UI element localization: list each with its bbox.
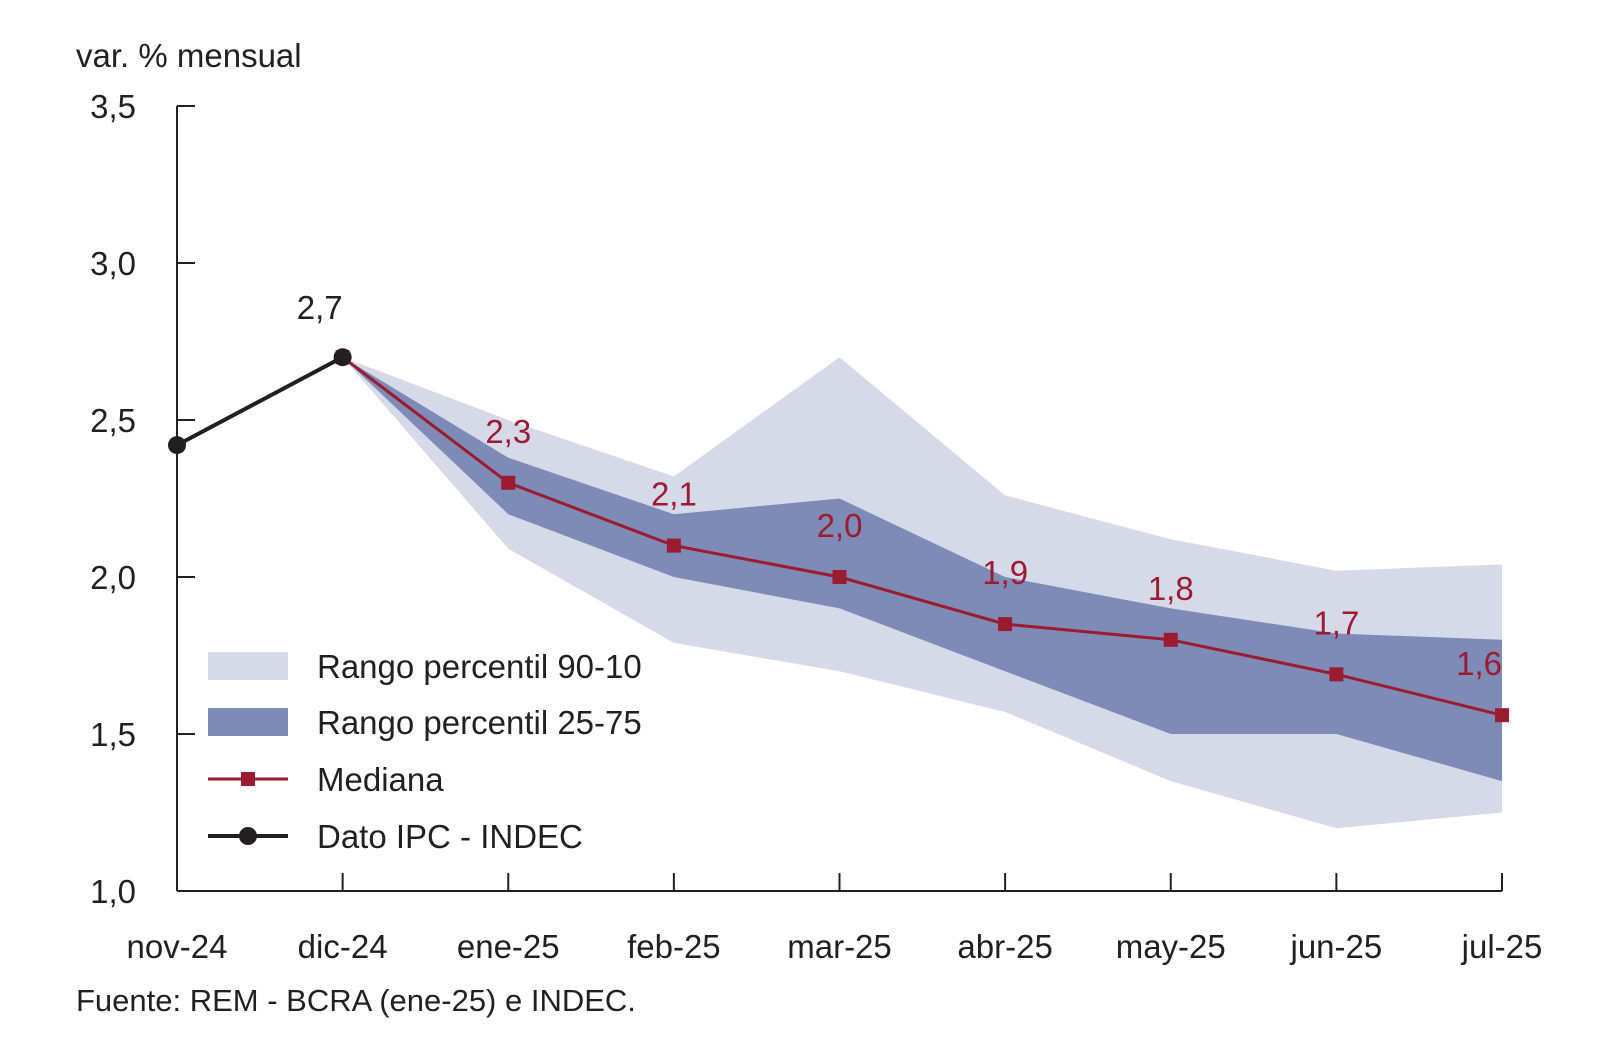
legend-swatch-rango-percentil-25-75 [208,708,288,736]
marker-mediana [998,617,1013,632]
axes: 1,0 1,5 2,0 2,5 3,0 3,5 nov-24 dic-24 ene-25 feb-… [90,88,1542,965]
marker-mediana [832,570,847,584]
data-label-mediana: 1,6 [1456,645,1502,682]
data-label-dato-ipc-indec: 2,7 [297,289,343,326]
legend: Rango percentil 90-10 Rango percentil 25-… [208,648,642,855]
y-tick-label: 1,0 [90,873,136,910]
range-bands [342,357,1503,829]
x-tick-label: may-25 [1116,928,1226,965]
y-tick-label: 2,5 [90,402,136,439]
legend-label-rango-percentil-90-10: Rango percentil 90-10 [317,648,642,685]
y-tick-label: 3,5 [90,88,136,125]
marker-mediana [1329,667,1344,682]
source-note: Fuente: REM - BCRA (ene-25) e INDEC. [76,983,636,1018]
y-tick-label: 3,0 [90,245,136,282]
line-dato-ipc-indec [176,355,344,447]
series-lines [168,348,1509,723]
legend-marker-dato-ipc-indec [239,827,257,845]
legend-marker-mediana [241,772,255,786]
marker-dato-ipc-indec [168,436,186,455]
legend-label-dato-ipc-indec: Dato IPC - INDEC [317,818,583,855]
x-tick-label: mar-25 [787,928,892,965]
data-labels: 2,3 2,1 2,0 1,9 1,8 1,7 1,6 2,7 [297,289,1502,682]
marker-dato-ipc-indec [333,348,352,367]
x-tick-label: ene-25 [457,928,560,965]
data-label-mediana: 1,9 [982,554,1028,591]
legend-swatch-rango-percentil-90-10 [208,652,288,680]
marker-mediana [1495,708,1509,723]
data-label-mediana: 1,7 [1313,604,1359,641]
y-tick-label: 2,0 [90,559,136,596]
x-tick-label: jul-25 [1461,928,1543,965]
x-tick-label: nov-24 [127,928,228,965]
legend-label-rango-percentil-25-75: Rango percentil 25-75 [317,704,642,741]
y-axis-unit-label: var. % mensual [76,37,302,74]
x-tick-label: abr-25 [957,928,1052,965]
data-label-mediana: 2,1 [651,476,697,513]
x-tick-label: jun-25 [1290,928,1383,965]
band-rango-percentil-25-75 [342,357,1503,782]
marker-mediana [666,538,681,553]
data-label-mediana: 2,3 [485,413,531,450]
data-label-mediana: 2,0 [817,507,863,544]
marker-mediana [1163,632,1178,647]
legend-label-mediana: Mediana [317,761,444,798]
x-tick-label: dic-24 [298,928,388,965]
data-label-mediana: 1,8 [1148,570,1194,607]
y-tick-label: 1,5 [90,716,136,753]
line-mediana [341,356,1503,717]
marker-mediana [501,475,516,490]
x-tick-label: feb-25 [627,928,721,965]
